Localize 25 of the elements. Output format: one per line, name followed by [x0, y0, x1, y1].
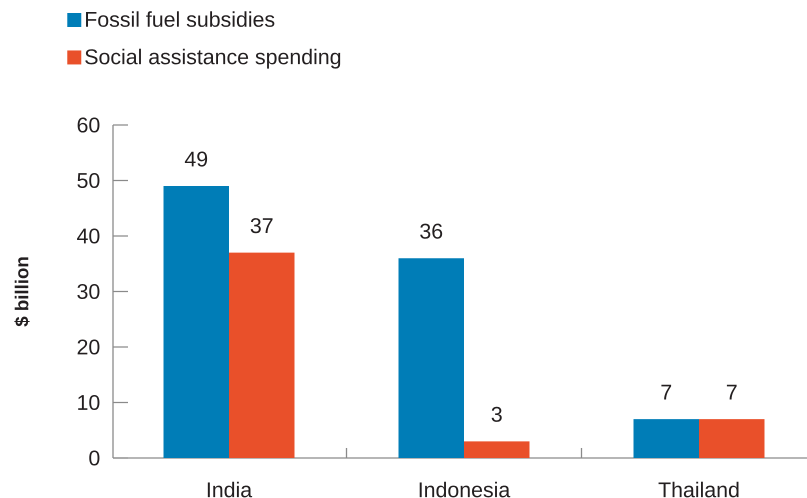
data-label: 36	[420, 224, 442, 239]
y-tick-label: 0	[89, 450, 100, 466]
x-tick-label: Indonesia	[420, 482, 510, 498]
y-tick-label: 30	[77, 284, 100, 300]
data-label: 7	[661, 384, 672, 400]
data-label: 3	[492, 406, 502, 422]
y-tick-label: 20	[78, 339, 100, 355]
bar	[398, 258, 464, 458]
data-label: 37	[250, 218, 273, 234]
bar	[229, 252, 295, 458]
data-label: 49	[184, 151, 208, 167]
y-tick-label: 50	[77, 172, 100, 188]
x-tick-label: India	[208, 482, 252, 498]
bar	[464, 441, 530, 458]
x-tick-label: Thailand	[658, 482, 739, 498]
y-tick-label: 40	[77, 228, 100, 244]
data-label: 7	[726, 384, 737, 400]
legend-label: Social assistance spending	[85, 48, 340, 69]
y-tick-label: 10	[78, 394, 100, 410]
y-axis-title: $ billion	[14, 257, 30, 326]
bar	[164, 186, 230, 458]
bar	[699, 419, 764, 458]
y-tick-label: 60	[78, 117, 100, 133]
bar	[634, 419, 699, 458]
legend-label: Fossil fuel subsidies	[86, 11, 274, 27]
